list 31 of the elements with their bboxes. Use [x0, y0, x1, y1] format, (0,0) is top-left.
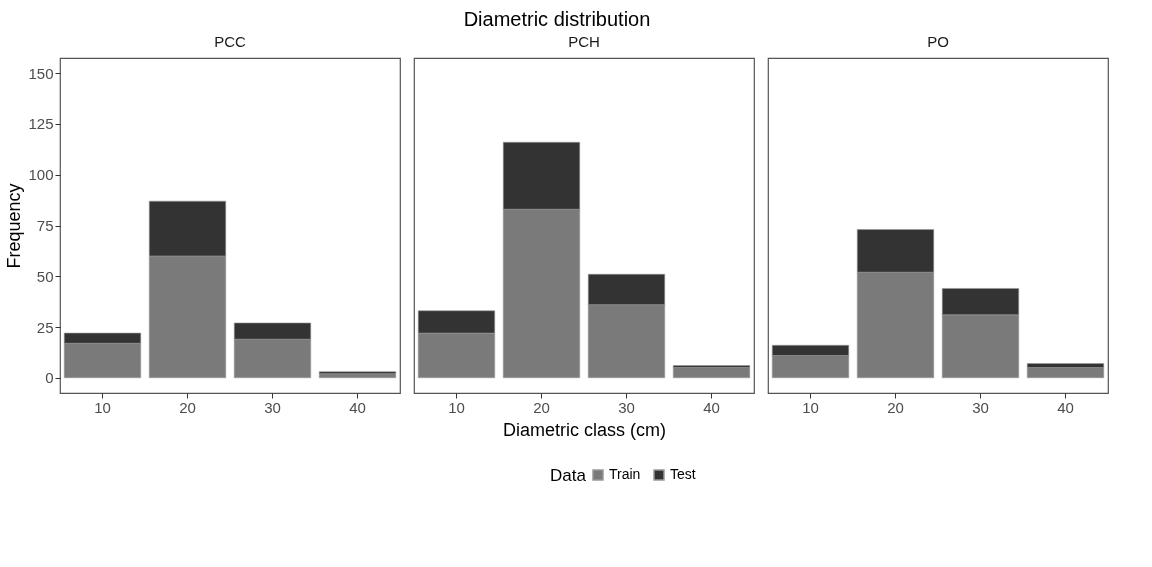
legend-label: Test — [670, 466, 696, 482]
chart-title: PCC — [214, 33, 246, 50]
text: Diametric distribution — [463, 8, 651, 31]
x-tick-label: 30 — [264, 398, 281, 416]
chart-title: PCH — [568, 33, 600, 50]
bar — [1026, 367, 1105, 379]
x-tick-label: 40 — [1057, 398, 1074, 416]
bar — [672, 367, 751, 379]
chart-title: PO — [927, 33, 949, 50]
x-tick-label: 20 — [887, 398, 904, 416]
x-tick-label: 30 — [972, 398, 989, 416]
x-axis-title: Diametric class (cm) — [502, 419, 667, 440]
y-tick-label: 100 — [28, 166, 54, 184]
y-tick-label: 75 — [36, 217, 54, 234]
bar — [318, 371, 397, 375]
legend-title: Data — [550, 466, 587, 485]
y-tick-label: 50 — [36, 267, 54, 285]
x-tick-label: 10 — [448, 398, 465, 416]
x-tick-label: 30 — [618, 398, 635, 416]
y-axis-title: Frequency — [4, 183, 25, 269]
x-tick-label: 40 — [349, 398, 366, 416]
y-tick-label: 125 — [28, 115, 54, 133]
y-tick-label: 25 — [36, 318, 54, 336]
x-tick-label: 40 — [703, 398, 720, 416]
x-tick-label: 10 — [802, 398, 819, 416]
y-tick-label: 0 — [45, 369, 54, 387]
x-tick-label: 20 — [533, 398, 550, 416]
x-tick-label: 10 — [94, 398, 111, 416]
y-tick-label: 150 — [28, 64, 54, 82]
x-tick-label: 20 — [179, 398, 196, 416]
legend-label: Train — [609, 466, 641, 482]
